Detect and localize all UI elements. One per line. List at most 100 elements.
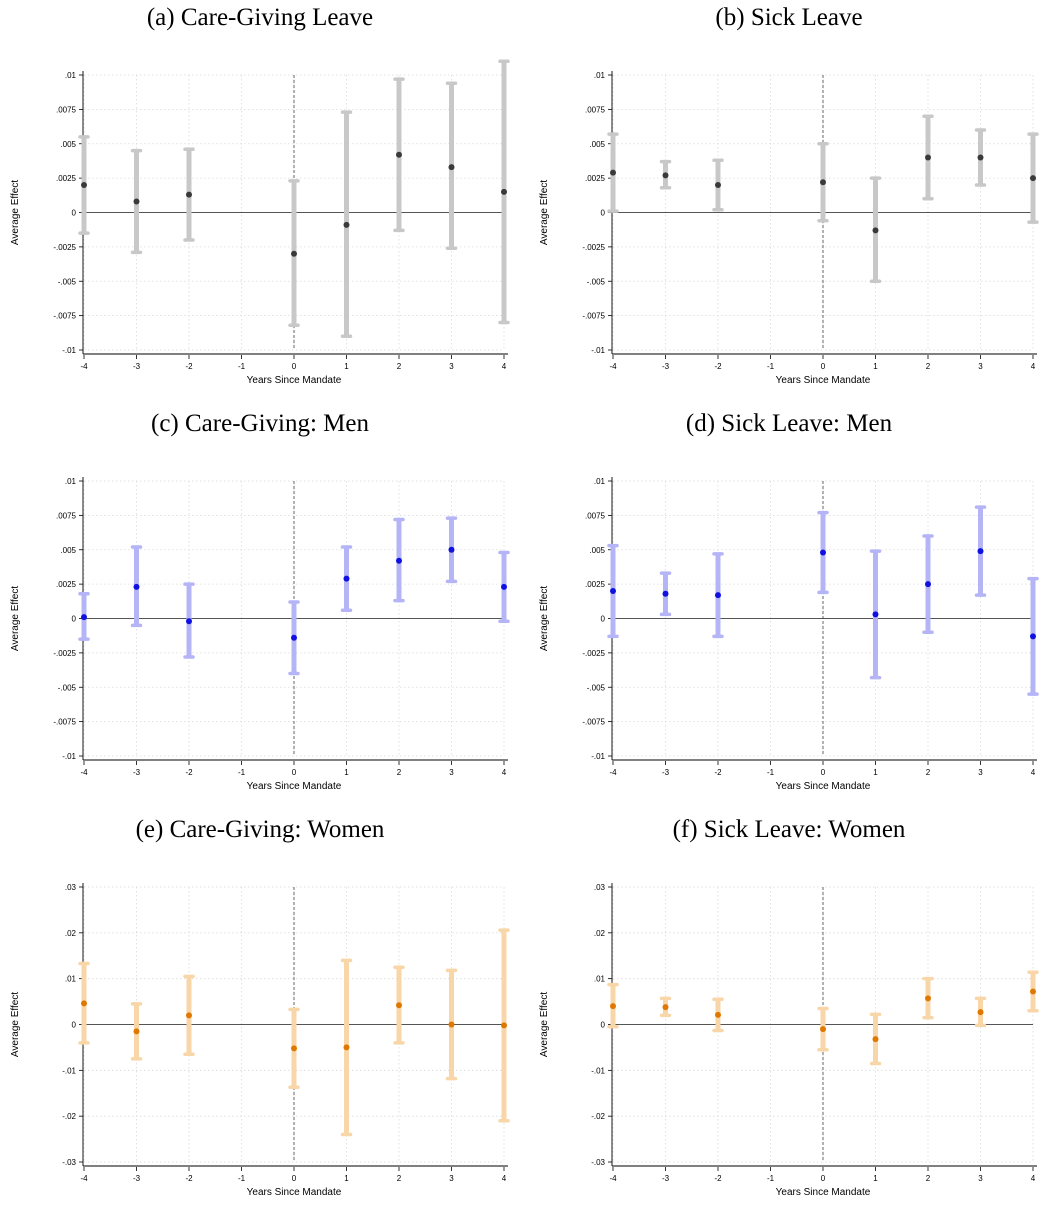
point-estimate	[501, 583, 507, 590]
point-estimate	[872, 227, 879, 234]
panel-title: (a) Care-Giving Leave	[146, 4, 374, 31]
x-axis-label: Years Since Mandate	[247, 375, 342, 386]
y-tick-label: .0025	[56, 174, 77, 183]
x-tick-label: -4	[609, 1174, 617, 1183]
x-tick-label: 0	[821, 1174, 826, 1183]
y-tick-label: .005	[589, 140, 605, 149]
chart-sick-leave: -.01 -.0075 -.005 -.0025 0 .0025 .005 .0075 .01 -…	[539, 71, 1039, 386]
y-tick-label: -.03	[62, 1158, 76, 1167]
point-estimate	[925, 995, 931, 1002]
x-tick-label: 2	[397, 1174, 402, 1183]
point-estimate	[610, 169, 616, 176]
x-tick-label: 1	[873, 768, 878, 777]
point-estimate	[448, 546, 455, 553]
x-tick-label: -1	[767, 362, 775, 371]
y-tick-label: -.01	[591, 752, 605, 761]
point-estimate	[1030, 633, 1036, 640]
x-tick-label: 1	[873, 1174, 878, 1183]
y-tick-label: .03	[594, 883, 606, 892]
x-tick-label: 2	[397, 362, 402, 371]
x-tick-label: -3	[133, 768, 141, 777]
point-estimate	[662, 172, 669, 179]
point-estimate	[501, 188, 507, 195]
x-axis-label: Years Since Mandate	[247, 781, 342, 792]
x-tick-label: 0	[292, 768, 297, 777]
x-tick-label: 3	[449, 362, 454, 371]
y-tick-label: -.03	[591, 1158, 605, 1167]
y-tick-label: -.005	[587, 277, 606, 286]
point-estimate	[186, 1012, 192, 1019]
x-tick-label: 0	[292, 362, 297, 371]
point-estimate	[662, 1004, 669, 1011]
y-tick-label: -.0075	[53, 312, 76, 321]
y-tick-label: .0075	[585, 105, 606, 114]
x-tick-label: -3	[133, 1174, 141, 1183]
point-estimate	[81, 1000, 87, 1007]
x-tick-label: -2	[185, 1174, 193, 1183]
x-tick-label: 2	[926, 362, 931, 371]
point-estimate	[81, 614, 87, 621]
y-tick-label: -.02	[62, 1112, 76, 1121]
point-estimate	[1030, 988, 1036, 995]
x-tick-label: 0	[292, 1174, 297, 1183]
x-tick-label: 3	[449, 1174, 454, 1183]
x-tick-label: -1	[238, 1174, 246, 1183]
point-estimate	[396, 557, 402, 564]
y-axis-label: Average Effect	[539, 180, 550, 245]
y-tick-label: .03	[65, 883, 77, 892]
panel-title: (d) Sick Leave: Men	[685, 410, 893, 437]
x-tick-label: 1	[344, 1174, 349, 1183]
point-estimate	[291, 1045, 297, 1052]
y-tick-label: .01	[594, 71, 606, 80]
point-estimate	[81, 182, 87, 188]
y-tick-label: 0	[72, 1021, 77, 1030]
y-axis-label: Average Effect	[10, 180, 21, 245]
x-tick-label: -2	[714, 768, 722, 777]
point-estimate	[715, 1011, 721, 1018]
point-estimate	[610, 1003, 616, 1010]
y-tick-label: .0025	[585, 580, 606, 589]
x-tick-label: 2	[397, 768, 402, 777]
x-tick-label: -1	[238, 768, 246, 777]
y-tick-label: -.01	[591, 1066, 605, 1075]
panel-care-giving-leave: (a) Care-Giving Leave -.01 -.0075 -.005 -.0…	[0, 0, 520, 406]
x-tick-label: 3	[978, 768, 983, 777]
x-tick-label: -4	[80, 362, 88, 371]
panel-title: (e) Care-Giving: Women	[135, 816, 385, 843]
y-tick-label: .01	[65, 477, 77, 486]
x-tick-label: 4	[1031, 1174, 1036, 1183]
chart-care-giving-men: -.01 -.0075 -.005 -.0025 0 .0025 .005 .0075 .01 -…	[10, 477, 510, 792]
point-estimate	[1030, 175, 1036, 182]
y-tick-label: -.005	[58, 683, 77, 692]
x-axis-label: Years Since Mandate	[776, 781, 871, 792]
point-estimate	[343, 221, 350, 228]
x-tick-label: -2	[185, 768, 193, 777]
x-tick-label: -3	[133, 362, 141, 371]
x-tick-label: 1	[873, 362, 878, 371]
x-tick-label: -2	[714, 1174, 722, 1183]
point-estimate	[820, 1026, 826, 1033]
x-axis-label: Years Since Mandate	[776, 1187, 871, 1198]
x-tick-label: 3	[978, 362, 983, 371]
point-estimate	[133, 198, 140, 205]
point-estimate	[501, 1022, 507, 1029]
x-tick-label: -1	[767, 768, 775, 777]
point-estimate	[291, 634, 297, 641]
point-estimate	[291, 250, 297, 257]
x-tick-label: 2	[926, 768, 931, 777]
x-tick-label: 4	[502, 768, 507, 777]
point-estimate	[872, 611, 879, 618]
x-tick-label: 3	[449, 768, 454, 777]
point-estimate	[820, 549, 826, 556]
x-tick-label: -1	[767, 1174, 775, 1183]
x-tick-label: 1	[344, 768, 349, 777]
point-estimate	[133, 1028, 140, 1035]
y-tick-label: .01	[594, 477, 606, 486]
y-tick-label: .01	[594, 975, 606, 984]
y-tick-label: 0	[601, 1021, 606, 1030]
y-axis-label: Average Effect	[539, 992, 550, 1057]
point-estimate	[715, 592, 721, 599]
x-tick-label: -4	[80, 1174, 88, 1183]
x-tick-label: -2	[714, 362, 722, 371]
x-tick-label: 4	[502, 1174, 507, 1183]
